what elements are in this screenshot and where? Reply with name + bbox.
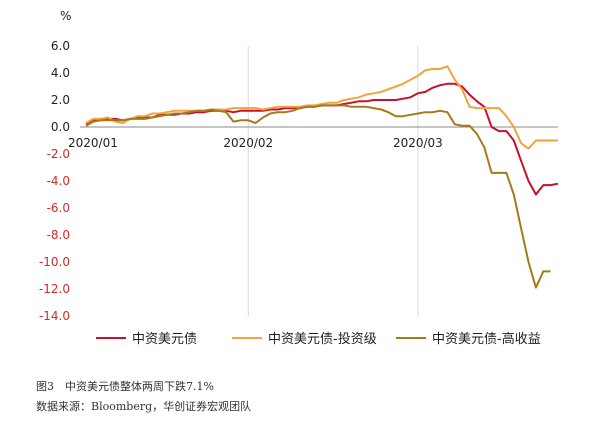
y-tick-label: -10.0 — [39, 255, 70, 269]
line-chart: % 6.0 4.0 2.0 0.0 -2.0 -4.0 -6.0 -8.0 -10.0 -12.0… — [39, 9, 559, 347]
series-line-2 — [85, 104, 551, 289]
y-tick-label: -2.0 — [47, 147, 70, 161]
y-tick-label: -12.0 — [39, 282, 70, 296]
x-tick-label: 2020/03 — [393, 136, 443, 150]
legend: 中资美元债 中资美元债-投资级 中资美元债-高收益 — [96, 331, 541, 347]
series-line-1 — [85, 65, 558, 150]
y-unit-label: % — [60, 9, 71, 23]
y-tick-label: -6.0 — [47, 201, 70, 215]
y-tick-label: -14.0 — [39, 309, 70, 323]
y-tick-label: -8.0 — [47, 228, 70, 242]
legend-label-1: 中资美元债-投资级 — [268, 331, 377, 347]
series-line-0 — [85, 82, 559, 196]
y-tick-label: 0.0 — [51, 120, 70, 134]
y-tick-label: 2.0 — [51, 93, 70, 107]
figure-caption: 图3 中资美元债整体两周下跌7.1% — [36, 380, 214, 393]
y-tick-label: 4.0 — [51, 66, 70, 80]
legend-label-0: 中资美元债 — [132, 332, 197, 347]
series-lines — [85, 65, 559, 289]
x-tick-label: 2020/01 — [68, 136, 118, 150]
y-tick-label: -4.0 — [47, 174, 70, 188]
legend-label-2: 中资美元债-高收益 — [432, 331, 541, 347]
grid — [80, 46, 558, 316]
x-axis-ticks: 2020/01 2020/02 2020/03 — [68, 136, 443, 150]
y-tick-label: 6.0 — [51, 39, 70, 53]
data-source-note: 数据来源：Bloomberg，华创证券宏观团队 — [36, 400, 252, 413]
y-axis-ticks: 6.0 4.0 2.0 0.0 -2.0 -4.0 -6.0 -8.0 -10.0 -12.0 -1… — [39, 39, 70, 323]
x-tick-label: 2020/02 — [223, 136, 273, 150]
